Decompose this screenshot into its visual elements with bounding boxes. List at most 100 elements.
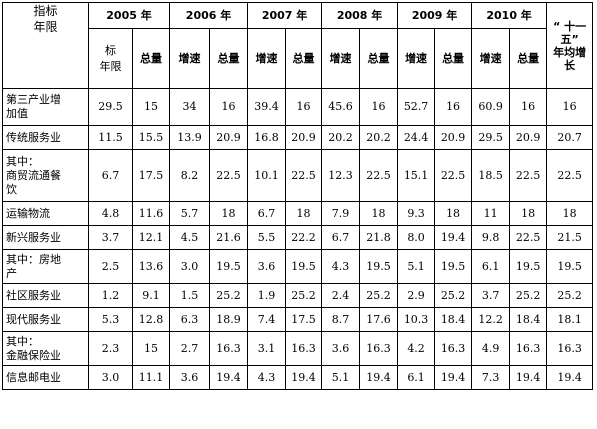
table-cell: 6.7 bbox=[247, 201, 287, 226]
table-cell: 3.0 bbox=[88, 365, 133, 390]
row-label-line: 其中：房地 bbox=[6, 252, 61, 266]
table-row: 其中：房地产 2.5 13.6 3.0 19.5 3.6 19.5 4.3 19.5 5.1 19.… bbox=[2, 249, 594, 284]
table-cell: 18.9 bbox=[209, 307, 249, 332]
table-cell: 4.8 bbox=[88, 201, 133, 226]
table-cell: 17.6 bbox=[359, 307, 399, 332]
table-cell: 19.4 bbox=[285, 365, 323, 390]
table-cell: 6.7 bbox=[88, 149, 133, 202]
row-label: 运输物流 bbox=[2, 201, 89, 226]
row-label-line: 饮 bbox=[6, 182, 17, 196]
table-cell: 18.5 bbox=[471, 149, 511, 202]
table-cell: 34 bbox=[169, 88, 211, 126]
subheader-2005-target: 标 年限 bbox=[88, 28, 133, 89]
table-cell: 16 bbox=[546, 88, 594, 126]
table-cell: 21.5 bbox=[546, 225, 594, 250]
table-row: 运输物流 4.8 11.6 5.7 18 6.7 18 7.9 18 9.3 18 11 18 18 bbox=[2, 201, 594, 226]
table-cell: 22.5 bbox=[359, 149, 399, 202]
header-row-subcolumns: 标 年限 总量 增速 总量 增速 总量 增速 总量 增速 总量 增速 总量 bbox=[3, 28, 593, 89]
table-row: 第三产业增 加值 29.5 15 34 16 39.4 16 45.6 16 52.7 16 60.9 1… bbox=[2, 88, 594, 126]
table-cell: 25.2 bbox=[209, 283, 249, 308]
table-cell: 20.2 bbox=[359, 125, 399, 150]
year-header-2008: 2008 年 bbox=[321, 2, 399, 29]
table-cell: 22.5 bbox=[285, 149, 323, 202]
table-row: 信息邮电业 3.0 11.1 3.6 19.4 4.3 19.4 5.1 19.4 6.1 19.4… bbox=[2, 365, 594, 390]
table-cell: 18 bbox=[209, 201, 249, 226]
table-cell: 16.3 bbox=[434, 331, 473, 366]
table-cell: 15.5 bbox=[131, 125, 171, 150]
row-label: 传统服务业 bbox=[2, 125, 89, 150]
table-cell: 16 bbox=[509, 88, 548, 126]
table-cell: 4.3 bbox=[247, 365, 287, 390]
table-cell: 5.3 bbox=[88, 307, 133, 332]
table-cell: 11.6 bbox=[131, 201, 171, 226]
table-cell: 5.1 bbox=[397, 249, 436, 284]
table-cell: 18 bbox=[509, 201, 548, 226]
table-cell: 22.5 bbox=[209, 149, 249, 202]
table-row: 传统服务业 11.5 15.5 13.9 20.9 16.8 20.9 20.2 20.2 24.… bbox=[2, 125, 594, 150]
table-cell: 19.5 bbox=[546, 249, 594, 284]
table-cell: 11.1 bbox=[131, 365, 171, 390]
table-cell: 9.8 bbox=[471, 225, 511, 250]
table-cell: 15.1 bbox=[397, 149, 436, 202]
table-cell: 7.9 bbox=[321, 201, 361, 226]
table-cell: 9.3 bbox=[397, 201, 436, 226]
table-cell: 19.4 bbox=[359, 365, 399, 390]
table-cell: 19.5 bbox=[509, 249, 548, 284]
table-cell: 25.2 bbox=[434, 283, 473, 308]
table-cell: 10.3 bbox=[397, 307, 436, 332]
table-cell: 1.9 bbox=[247, 283, 287, 308]
subheader-line: 标 bbox=[105, 43, 116, 57]
row-label: 第三产业增 加值 bbox=[2, 88, 89, 126]
table-cell: 16.3 bbox=[359, 331, 399, 366]
table-row: 社区服务业 1.2 9.1 1.5 25.2 1.9 25.2 2.4 25.2 2.9 25.2 3… bbox=[2, 283, 594, 308]
table-cell: 19.5 bbox=[359, 249, 399, 284]
table-cell: 20.9 bbox=[209, 125, 249, 150]
subheader-line: 年限 bbox=[99, 59, 122, 73]
table-cell: 12.2 bbox=[471, 307, 511, 332]
table-cell: 16.3 bbox=[285, 331, 323, 366]
subheader-2006-growth: 增速 bbox=[169, 28, 211, 89]
subheader-2007-growth: 增速 bbox=[247, 28, 287, 89]
row-label-line: 商贸流通餐 bbox=[6, 168, 61, 182]
year-header-2005: 2005 年 bbox=[87, 2, 171, 29]
table-cell: 18 bbox=[546, 201, 594, 226]
year-header-2009: 2009 年 bbox=[397, 2, 473, 29]
table-cell: 13.6 bbox=[131, 249, 171, 284]
table-cell: 5.7 bbox=[169, 201, 211, 226]
table-cell: 25.2 bbox=[546, 283, 594, 308]
table-cell: 4.5 bbox=[169, 225, 211, 250]
table-cell: 5.5 bbox=[247, 225, 287, 250]
table-cell: 20.9 bbox=[509, 125, 548, 150]
table-cell: 20.9 bbox=[285, 125, 323, 150]
table-cell: 1.2 bbox=[88, 283, 133, 308]
table-cell: 16.3 bbox=[209, 331, 249, 366]
table-cell: 15 bbox=[131, 331, 171, 366]
table-cell: 22.5 bbox=[509, 149, 548, 202]
table-cell: 39.4 bbox=[247, 88, 287, 126]
avg-growth-header: “ 十一 五” 年均增 长 bbox=[546, 2, 594, 89]
table-cell: 22.5 bbox=[434, 149, 473, 202]
table-cell: 6.1 bbox=[397, 365, 436, 390]
row-label-line: 产 bbox=[6, 266, 17, 280]
row-label: 新兴服务业 bbox=[2, 225, 89, 250]
table-cell: 16 bbox=[359, 88, 399, 126]
year-header-2007: 2007 年 bbox=[247, 2, 323, 29]
table-row: 现代服务业 5.3 12.8 6.3 18.9 7.4 17.5 8.7 17.6 10.3 18.… bbox=[2, 307, 594, 332]
table-cell: 19.4 bbox=[434, 365, 473, 390]
row-label-line: 金融保险业 bbox=[6, 348, 61, 362]
subheader-2006-total: 总量 bbox=[209, 28, 249, 89]
table-cell: 2.9 bbox=[397, 283, 436, 308]
row-label: 信息邮电业 bbox=[2, 365, 89, 390]
table-cell: 4.2 bbox=[397, 331, 436, 366]
subheader-2008-growth: 增速 bbox=[321, 28, 361, 89]
corner-label-line: 指标 bbox=[33, 4, 58, 18]
table-cell: 12.3 bbox=[321, 149, 361, 202]
row-label: 其中：房地产 bbox=[2, 249, 89, 284]
table-cell: 21.6 bbox=[209, 225, 249, 250]
table-cell: 22.2 bbox=[285, 225, 323, 250]
table-cell: 45.6 bbox=[321, 88, 361, 126]
table-cell: 2.5 bbox=[88, 249, 133, 284]
table-cell: 18.4 bbox=[509, 307, 548, 332]
subheader-2009-total: 总量 bbox=[434, 28, 473, 89]
row-label-line: 运输物流 bbox=[6, 206, 50, 220]
